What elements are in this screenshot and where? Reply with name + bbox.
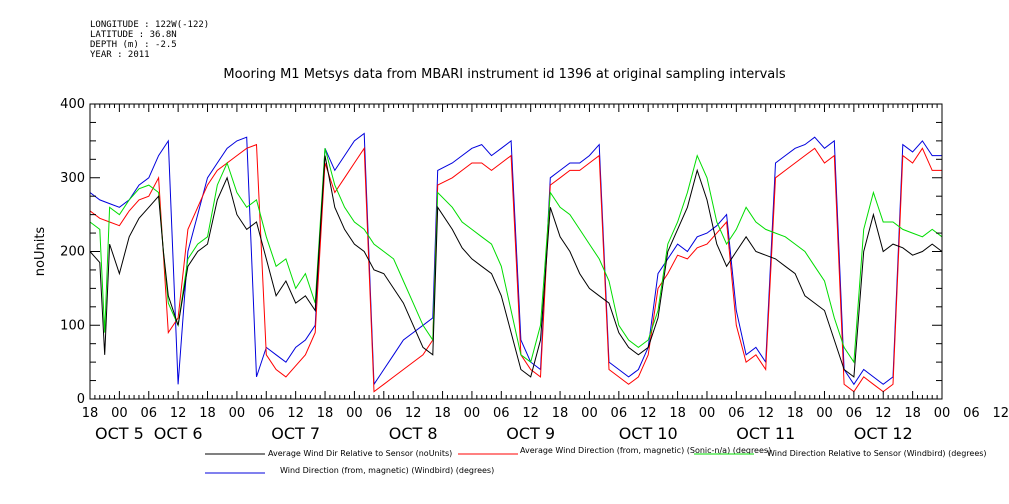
legend-label-1: Average Wind Direction (from, magnetic) …: [520, 446, 771, 455]
x-tick-label: 12: [287, 406, 304, 421]
x-tick-label: 06: [140, 406, 157, 421]
year-text: YEAR : 2011: [90, 50, 150, 60]
x-tick-label: 18: [787, 406, 804, 421]
x-tick-label: 18: [434, 406, 451, 421]
legend: Average Wind Dir Relative to Sensor (noU…: [205, 446, 987, 475]
series-line-2: [89, 148, 943, 364]
x-tick-label: 06: [611, 406, 628, 421]
x-tick-label: 06: [258, 406, 275, 421]
x-tick-label: 06: [963, 406, 980, 421]
x-tick-label: 18: [82, 406, 99, 421]
metadata-block: LONGITUDE : 122W(-122) LATITUDE : 36.8N …: [90, 20, 209, 60]
x-tick-label: 12: [522, 406, 539, 421]
x-day-label: OCT 8: [389, 424, 438, 443]
x-tick-label: 12: [170, 406, 187, 421]
x-tick-label: 06: [376, 406, 393, 421]
x-day-label: OCT 5: [95, 424, 144, 443]
legend-label-2: Wind Direction Relative to Sensor (Windb…: [767, 449, 987, 458]
x-tick-label: 00: [816, 406, 833, 421]
x-tick-label: 18: [904, 406, 921, 421]
x-day-label: OCT 11: [736, 424, 795, 443]
y-tick-label: 200: [60, 245, 85, 260]
y-tick-label: 0: [77, 392, 85, 407]
series-line-3: [89, 132, 942, 386]
axes-layer: 0 100 200 300 400 18 00 06 12 18 00 06 12 18 00 06 12 18 0…: [60, 97, 1009, 443]
legend-label-3: Wind Direction (from, magnetic) (Windbir…: [280, 466, 494, 475]
x-tick-label: 18: [199, 406, 216, 421]
x-tick-label: 12: [875, 406, 892, 421]
x-day-label: OCT 6: [154, 424, 203, 443]
x-tick-label: 12: [405, 406, 422, 421]
y-tick-label: 400: [60, 97, 85, 112]
x-tick-label: 12: [757, 406, 774, 421]
x-day-label: OCT 9: [506, 424, 555, 443]
x-day-label: OCT 12: [854, 424, 913, 443]
x-tick-label: 18: [552, 406, 569, 421]
x-tick-label: 00: [346, 406, 363, 421]
x-tick-label: 00: [581, 406, 598, 421]
x-tick-label: 00: [464, 406, 481, 421]
series-line-0: [89, 155, 943, 378]
y-axis-label: noUnits: [33, 227, 48, 277]
series-layer: [89, 132, 943, 393]
x-day-label: OCT 10: [619, 424, 678, 443]
x-tick-label: 06: [493, 406, 510, 421]
x-tick-label: 12: [640, 406, 657, 421]
latitude-text: LATITUDE : 36.8N: [90, 30, 177, 40]
chart-title: Mooring M1 Metsys data from MBARI instru…: [223, 67, 786, 82]
legend-label-0: Average Wind Dir Relative to Sensor (noU…: [268, 449, 452, 458]
series-line-1: [89, 143, 942, 393]
x-day-label: OCT 7: [271, 424, 320, 443]
depth-text: DEPTH (m) : -2.5: [90, 40, 177, 50]
x-tick-label: 18: [317, 406, 334, 421]
y-tick-label: 100: [60, 318, 85, 333]
x-tick-label: 00: [699, 406, 716, 421]
x-tick-label: 00: [934, 406, 951, 421]
x-tick-label: 06: [728, 406, 745, 421]
x-tick-label: 18: [669, 406, 686, 421]
x-tick-label: 06: [846, 406, 863, 421]
y-tick-label: 300: [60, 171, 85, 186]
x-tick-label: 00: [111, 406, 128, 421]
x-tick-label: 12: [992, 406, 1009, 421]
x-tick-label: 00: [229, 406, 246, 421]
longitude-text: LONGITUDE : 122W(-122): [90, 20, 210, 30]
